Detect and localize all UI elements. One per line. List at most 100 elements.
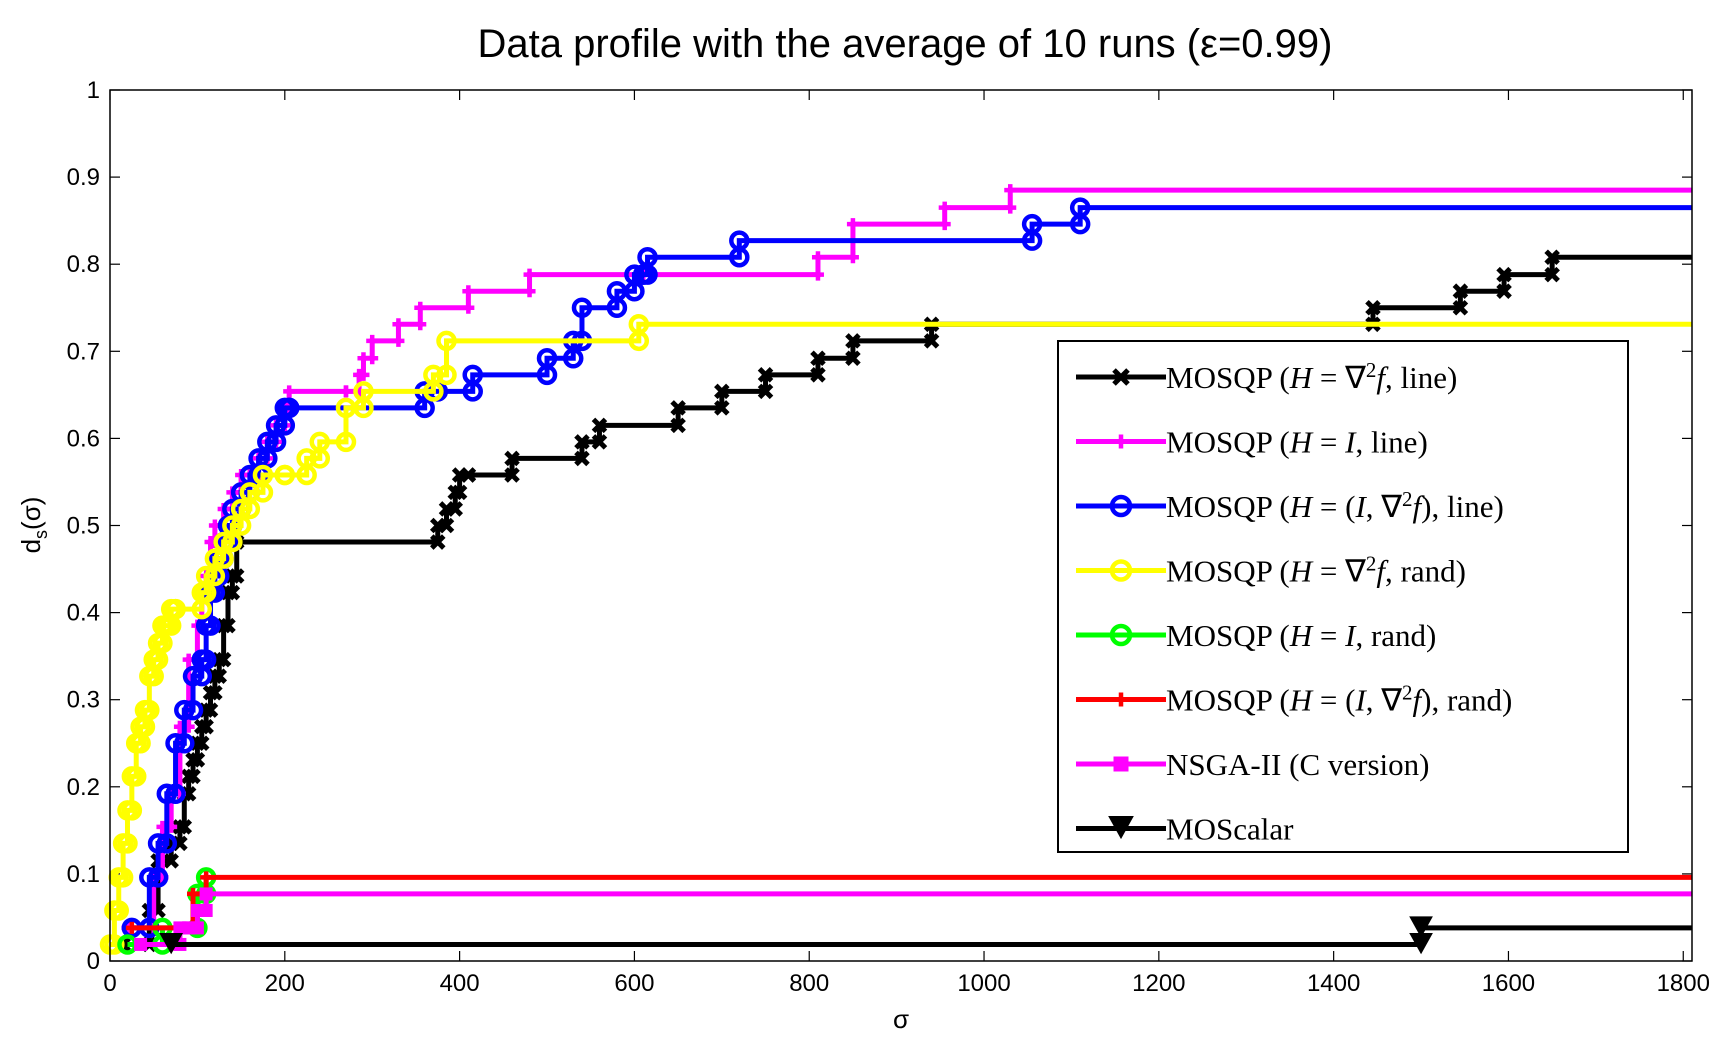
x-marker — [207, 684, 223, 701]
x-marker — [224, 584, 241, 601]
x-tick-label: 0 — [103, 970, 116, 997]
circle-marker — [462, 364, 483, 386]
plus-marker — [392, 334, 405, 347]
circle-marker — [436, 330, 457, 352]
plus-marker — [846, 218, 859, 231]
x-marker — [211, 668, 228, 684]
circle-marker — [147, 867, 169, 888]
legend-text-part: ), line) — [1421, 489, 1504, 524]
plot-frame — [109, 89, 1693, 962]
x-marker — [460, 467, 477, 483]
x-marker — [1496, 283, 1512, 299]
legend-item: MOSQP (H = ∇2f, rand) — [1076, 552, 1466, 589]
legend-text-part: , rand) — [1385, 554, 1466, 589]
x-marker — [198, 718, 214, 735]
square-marker — [199, 903, 213, 917]
x-marker — [574, 434, 590, 450]
legend-text-part: , ∇ — [1366, 683, 1403, 718]
x-marker — [845, 333, 861, 349]
circle-marker — [628, 314, 650, 335]
x-marker — [757, 383, 774, 400]
circle-marker — [230, 498, 252, 520]
x-marker — [185, 768, 201, 785]
y-tick-label: 1 — [87, 77, 100, 104]
y-axis: 0 0.1 0.2 0.3 0.4 0.5 0.6 0.7 0.8 0.9 1 — [67, 77, 1692, 975]
circle-marker — [257, 431, 278, 453]
x-marker — [504, 467, 520, 483]
plus-marker — [125, 921, 138, 934]
plus-marker — [339, 385, 352, 398]
y-tick-label: 0.8 — [67, 251, 100, 278]
circle-marker — [147, 833, 169, 854]
plus-marker — [283, 385, 296, 398]
x-marker — [810, 350, 826, 367]
triangle-marker — [1409, 916, 1433, 938]
circle-marker — [239, 482, 261, 503]
chart-title: Data profile with the average of 10 runs… — [478, 22, 1333, 66]
legend-label: MOSQP (H = (I, ∇2f), line) — [1166, 487, 1504, 524]
circle-marker — [200, 615, 221, 636]
x-marker — [202, 684, 219, 701]
legend-text-part: H — [1289, 618, 1314, 653]
x-marker — [163, 853, 179, 869]
x-marker — [429, 534, 446, 550]
y-tick-label: 0.1 — [67, 861, 100, 888]
x-marker — [714, 383, 730, 400]
y-tick-label: 0.4 — [67, 600, 100, 627]
legend-item: MOSQP (H = (I, ∇2f), line) — [1076, 487, 1504, 524]
y-tick-label: 0.2 — [67, 774, 100, 801]
square-marker — [190, 921, 204, 935]
plus-marker — [414, 301, 427, 314]
plus-marker — [187, 887, 200, 900]
circle-marker — [156, 783, 178, 805]
x-marker — [1112, 368, 1130, 386]
circle-marker — [252, 464, 274, 486]
plus-marker — [414, 318, 427, 331]
legend-text-part: , ∇ — [1366, 489, 1403, 524]
legend-label: MOSQP (H = I, line) — [1166, 425, 1428, 460]
circle-marker — [265, 415, 287, 436]
y-tick-label: 0.7 — [67, 338, 100, 365]
x-marker — [447, 484, 464, 501]
legend-item: MOSQP (H = I, rand) — [1076, 618, 1436, 653]
legend-text-part: 2 — [1402, 487, 1413, 511]
circle-marker — [274, 464, 296, 486]
legend-label: MOSQP (H = ∇2f, rand) — [1166, 552, 1466, 589]
square-marker — [1113, 756, 1129, 772]
legend-text-part: 2 — [1402, 681, 1413, 705]
plus-marker — [1114, 692, 1128, 707]
plus-marker — [366, 334, 379, 347]
circle-marker — [139, 867, 160, 888]
x-tick-label: 400 — [440, 970, 480, 997]
legend-text-part: MOScalar — [1166, 812, 1294, 847]
circle-marker — [436, 364, 457, 386]
x-marker — [451, 484, 468, 501]
plus-marker — [392, 318, 405, 331]
legend-text-part: MOSQP ( — [1166, 683, 1290, 718]
circle-marker — [729, 230, 750, 251]
x-marker — [172, 819, 188, 835]
legend-text-part: , line) — [1355, 425, 1427, 460]
x-marker — [220, 617, 236, 634]
legend-text-part: MOSQP ( — [1166, 425, 1290, 460]
x-marker — [591, 434, 608, 450]
x-marker — [176, 819, 193, 835]
circle-marker — [104, 934, 125, 955]
circle-marker — [1109, 623, 1133, 647]
legend-item: MOSQP (H = (I, ∇2f), rand) — [1076, 681, 1512, 718]
x-marker — [670, 400, 686, 416]
x-marker — [1452, 283, 1469, 299]
plus-marker — [357, 368, 370, 381]
legend-text-part: = ∇ — [1312, 360, 1366, 395]
series-3 — [99, 314, 1692, 955]
plus-marker — [1004, 201, 1017, 214]
plus-marker — [1114, 434, 1128, 449]
circle-marker — [165, 733, 186, 754]
plus-marker — [200, 871, 213, 884]
legend-text-part: H — [1289, 683, 1314, 718]
legend-text-part: 2 — [1366, 358, 1377, 382]
plus-marker — [938, 218, 951, 231]
legend-label: NSGA-II (C version) — [1166, 747, 1429, 782]
x-axis-label: σ — [893, 1004, 909, 1034]
series-6 — [134, 887, 1692, 951]
